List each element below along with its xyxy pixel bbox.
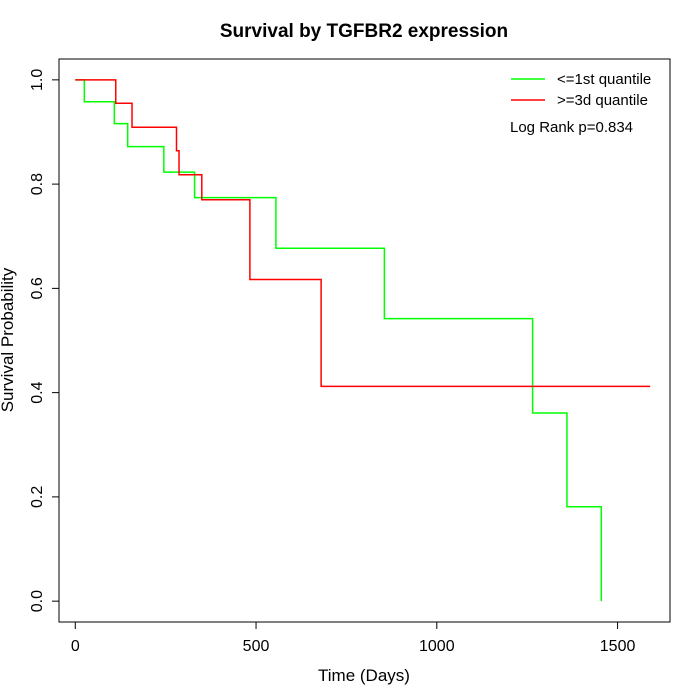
plot-frame <box>58 58 671 623</box>
log-rank-annotation: Log Rank p=0.834 <box>510 119 633 136</box>
series-line-1 <box>75 79 603 602</box>
y-tick-label: 1.0 <box>29 69 46 91</box>
x-tick-label: 1500 <box>600 638 636 655</box>
legend-label-1: <=1st quantile <box>557 71 651 88</box>
y-tick-label: 0.6 <box>29 277 46 299</box>
survival-curves <box>75 79 651 602</box>
y-axis-label: Survival Probability <box>0 267 17 412</box>
y-tick-label: 0.4 <box>29 381 46 403</box>
x-tick-label: 1000 <box>419 638 455 655</box>
x-tick-label: 0 <box>71 638 80 655</box>
y-tick-label: 0.2 <box>29 486 46 508</box>
y-tick-label: 0.8 <box>29 173 46 195</box>
x-tick-label: 500 <box>243 638 270 655</box>
legend-label-2: >=3d quantile <box>557 92 648 109</box>
chart-title: Survival by TGFBR2 expression <box>220 21 508 42</box>
x-axis-label: Time (Days) <box>318 666 410 685</box>
axes: 0 500 1000 1500 0.0 0.2 0.4 0.6 0.8 1.0 <box>29 69 635 655</box>
series-line-2 <box>75 79 651 388</box>
legend: <=1st quantile >=3d quantile <box>511 71 651 109</box>
y-tick-label: 0.0 <box>29 590 46 612</box>
